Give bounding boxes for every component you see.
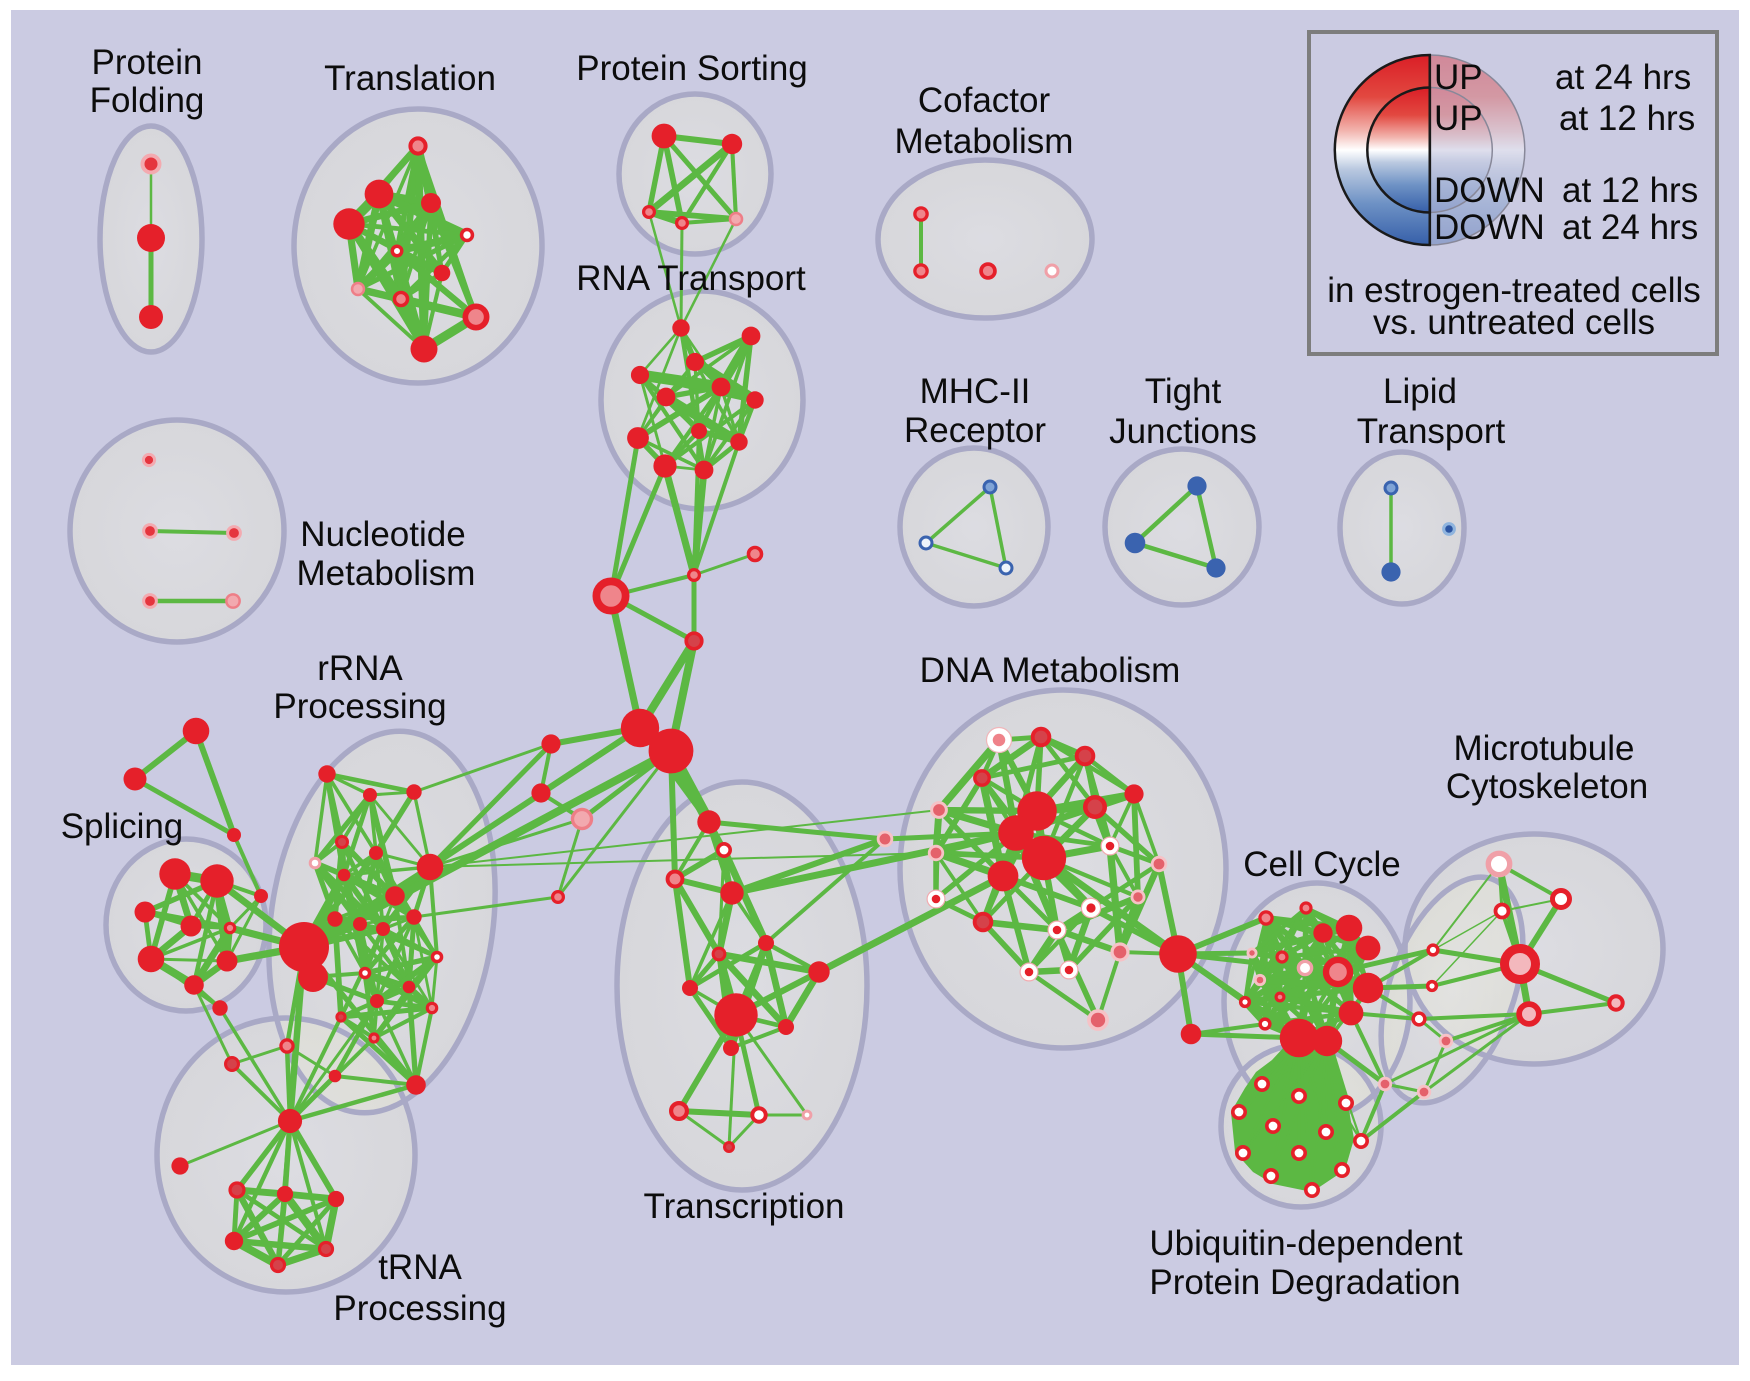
svg-text:Processing: Processing	[333, 1289, 506, 1328]
svg-text:Protein Sorting: Protein Sorting	[576, 49, 808, 88]
svg-text:MHC-II: MHC-II	[920, 372, 1031, 411]
svg-text:Splicing: Splicing	[61, 807, 184, 846]
svg-text:UP: UP	[1434, 99, 1483, 138]
svg-text:Microtubule: Microtubule	[1454, 729, 1635, 768]
svg-text:RNA Transport: RNA Transport	[576, 259, 806, 298]
svg-text:in estrogen-treated cells: in estrogen-treated cells	[1327, 271, 1701, 310]
svg-text:Cell Cycle: Cell Cycle	[1243, 845, 1401, 884]
svg-text:Protein Degradation: Protein Degradation	[1149, 1263, 1460, 1302]
svg-text:Junctions: Junctions	[1109, 412, 1257, 451]
svg-text:DNA Metabolism: DNA Metabolism	[920, 651, 1181, 690]
svg-text:at 12 hrs: at 12 hrs	[1562, 171, 1698, 210]
svg-text:Ubiquitin-dependent: Ubiquitin-dependent	[1149, 1224, 1463, 1263]
svg-text:rRNA: rRNA	[317, 649, 403, 688]
svg-text:Cofactor: Cofactor	[918, 81, 1051, 120]
svg-text:at 24 hrs: at 24 hrs	[1555, 58, 1691, 97]
svg-text:Processing: Processing	[273, 687, 446, 726]
svg-text:Transport: Transport	[1357, 412, 1506, 451]
svg-text:UP: UP	[1434, 58, 1483, 97]
svg-text:at 24 hrs: at 24 hrs	[1562, 208, 1698, 247]
svg-text:Translation: Translation	[324, 59, 496, 98]
svg-text:Lipid: Lipid	[1383, 372, 1457, 411]
svg-text:Nucleotide: Nucleotide	[300, 515, 465, 554]
svg-text:Protein: Protein	[92, 43, 203, 82]
svg-text:DOWN: DOWN	[1434, 171, 1545, 210]
svg-text:Folding: Folding	[90, 81, 205, 120]
svg-text:Metabolism: Metabolism	[895, 122, 1074, 161]
svg-text:vs. untreated cells: vs. untreated cells	[1373, 303, 1655, 342]
svg-text:Receptor: Receptor	[904, 411, 1046, 450]
svg-text:Metabolism: Metabolism	[297, 554, 476, 593]
svg-text:Transcription: Transcription	[644, 1187, 845, 1226]
svg-text:at 12 hrs: at 12 hrs	[1559, 99, 1695, 138]
svg-text:DOWN: DOWN	[1434, 208, 1545, 247]
svg-text:Cytoskeleton: Cytoskeleton	[1446, 767, 1648, 806]
svg-text:tRNA: tRNA	[378, 1248, 462, 1287]
svg-text:Tight: Tight	[1145, 372, 1222, 411]
